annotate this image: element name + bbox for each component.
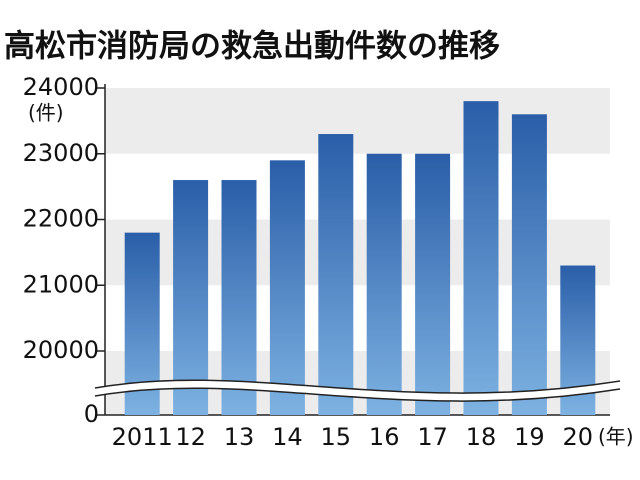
x-tick-label: 17: [417, 423, 448, 451]
x-tick-label: 2011: [112, 423, 173, 451]
bar: [366, 153, 402, 415]
x-tick-label: 18: [466, 423, 497, 451]
bar: [269, 160, 305, 415]
y-unit: (件): [28, 101, 64, 125]
bar: [511, 114, 547, 416]
y-tick-label: 23000: [23, 139, 99, 167]
axis-break: [95, 380, 620, 402]
bar: [173, 180, 209, 415]
x-tick-label: 13: [224, 423, 255, 451]
chart-title: 高松市消防局の救急出動件数の推移: [4, 29, 500, 65]
y-tick-label: 20000: [23, 336, 99, 364]
x-tick-label: 14: [272, 423, 303, 451]
x-tick-label: 16: [369, 423, 400, 451]
x-tick-label: 15: [321, 423, 352, 451]
y-tick-label: 22000: [23, 205, 99, 233]
bar: [463, 101, 499, 416]
bar: [415, 153, 451, 415]
bar: [221, 180, 257, 415]
y-tick-label: 0: [84, 400, 99, 428]
axis-break-line: [94, 387, 621, 402]
y-tick-label: 21000: [23, 270, 99, 298]
y-tick-label: 24000: [23, 73, 99, 101]
x-tick-label: 12: [175, 423, 206, 451]
axis-break-line: [94, 379, 621, 394]
x-unit: (年): [598, 425, 634, 449]
bar: [318, 134, 354, 415]
x-tick-label: 19: [514, 423, 545, 451]
x-tick-label: 20: [563, 423, 594, 451]
